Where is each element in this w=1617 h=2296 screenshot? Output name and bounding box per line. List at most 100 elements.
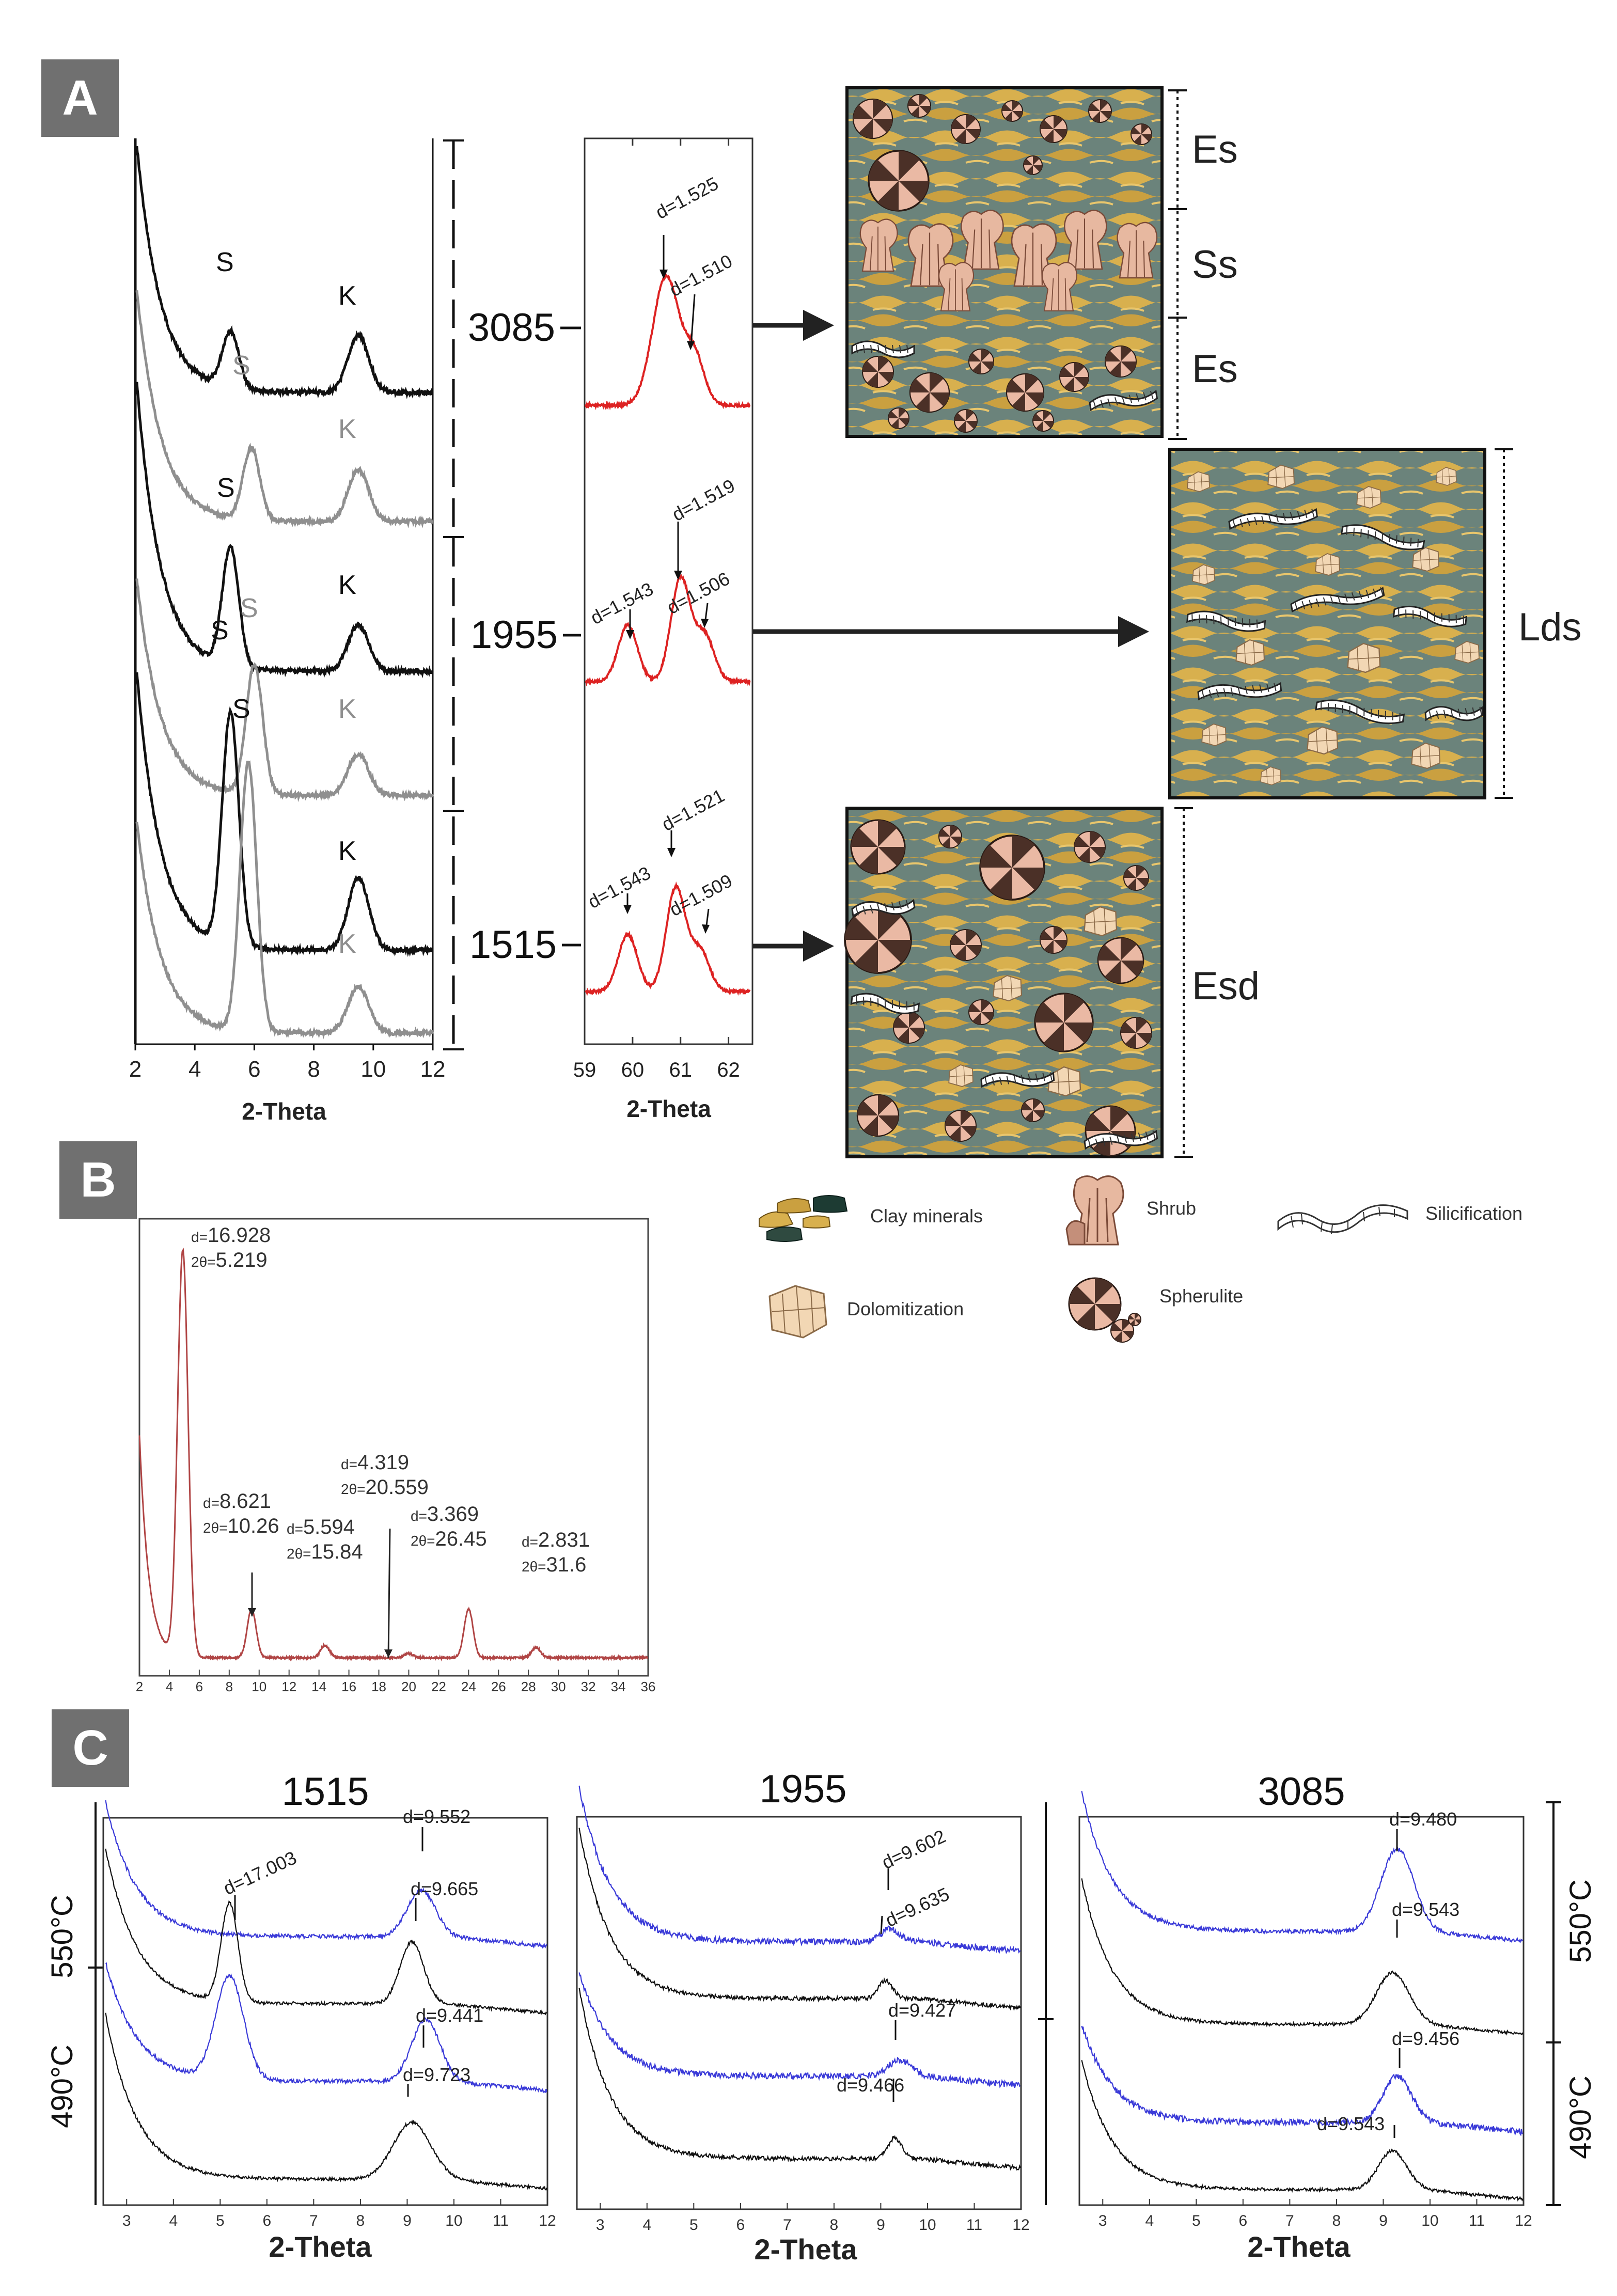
spherulite (1128, 1313, 1141, 1326)
dolomite-crystal (1187, 471, 1210, 492)
d-annotation: d=9.543 (1317, 2113, 1385, 2134)
spherulite (968, 999, 994, 1025)
silicification-band (1315, 699, 1405, 725)
annotation-arrow (690, 294, 696, 347)
panel-c-ticks: 3 4 5 6 7 8 9 10 11 12 3 4 5 6 7 8 9 10 11 12 3 4 5 6 7 8 9 10 11 12 (122, 2199, 1532, 2234)
silicification-band (1290, 587, 1385, 613)
d-annotation: d=9.480 (1389, 1809, 1457, 1830)
d-annotation: d=1.521 (658, 784, 728, 835)
x-tick-label: 6 (262, 2212, 271, 2229)
dolomite-crystal (1356, 486, 1381, 509)
subplot-trace-1515 (105, 1800, 547, 1949)
spherulite (856, 1094, 900, 1137)
peak-label-s: S (232, 351, 250, 381)
subplot-trace-1955 (578, 1785, 1021, 1954)
spherulite (850, 819, 906, 875)
peak-label-s: S (211, 616, 229, 646)
peak-d-label: d=16.928 (191, 1224, 271, 1247)
xrd-left-trace (135, 290, 433, 529)
peak-label-s: S (217, 473, 235, 503)
x-tick-label: 11 (493, 2212, 509, 2229)
xrd-mid-trace (585, 574, 751, 687)
silicification-band (1197, 682, 1282, 701)
peak-label-s: S (240, 593, 258, 623)
subplot-title-1955: 1955 (759, 1767, 846, 1811)
panel-c-badge: C (52, 1709, 129, 1787)
x-tick-label: 12 (539, 2212, 556, 2229)
silicification-band (851, 899, 916, 918)
arrow-head (626, 630, 634, 639)
facies-arrow-head (1118, 616, 1149, 647)
annotation-arrow (387, 1528, 391, 1658)
x-tick-label: 4 (642, 2216, 651, 2234)
spherulite (954, 409, 978, 433)
legend-label-spherulite: Spherulite (1159, 1285, 1244, 1307)
xrd-left-trace (135, 672, 433, 957)
spherulite (844, 906, 912, 974)
x-tick-label: 22 (431, 1679, 446, 1694)
peak-label-s: S (216, 247, 234, 277)
peak-label-k: K (338, 570, 356, 600)
peak-d-label: d=2.831 (522, 1529, 590, 1551)
peak-2theta-label: 2θ=5.219 (191, 1249, 268, 1271)
panel-b-ticks: 2 4 6 8 10 12 14 16 18 20 22 24 26 28 30 32 34 36 (136, 1670, 656, 1694)
spherulite (909, 372, 950, 413)
peak-label-k: K (338, 694, 356, 724)
x-tick-label: 8 (830, 2216, 839, 2234)
facies-arrow-head (803, 931, 834, 962)
shrub (1063, 210, 1107, 270)
dolomite-crystal (1047, 1066, 1081, 1097)
spherulite (1097, 937, 1144, 984)
legend-item-spherulite: Spherulite (1066, 1273, 1243, 1350)
spherulite (862, 356, 894, 388)
silicification-band (851, 340, 915, 358)
x-tick-label: 36 (641, 1679, 656, 1694)
arrow-head (623, 905, 632, 914)
dolomite-crystal (948, 1064, 974, 1087)
x-tick-label: 12 (1012, 2216, 1029, 2234)
legend-label-dolomitization: Dolomitization (847, 1298, 964, 1319)
silicification-band (1089, 389, 1158, 412)
d-annotation: d=1.506 (664, 568, 733, 618)
dolomite-crystal (1315, 553, 1340, 576)
x-tick-label: 18 (371, 1679, 386, 1694)
peak-2theta-label: 2θ=10.26 (203, 1515, 279, 1537)
spherulite (1074, 831, 1106, 863)
subplot-frame-1955 (576, 1816, 1022, 2210)
spherulite (893, 1012, 925, 1044)
spherulite (945, 1110, 977, 1142)
x-tick-label: 6 (736, 2216, 745, 2234)
facies-label-es: Es (1192, 347, 1238, 391)
peak-d-label: d=8.621 (203, 1490, 271, 1513)
subplot-trace-1955 (578, 1988, 1021, 2171)
peak-label-k: K (338, 929, 356, 959)
panel-a-svg: 2 4 6 8 10 12 S K S K S K S S S K K K 2-Theta… (129, 86, 1582, 1158)
x-tick-label: 8 (1332, 2212, 1341, 2229)
x-tick-label: 10 (252, 1679, 266, 1694)
legend-label-clay: Clay minerals (870, 1205, 983, 1226)
xrd-left-traces (135, 146, 434, 1040)
peak-label-k: K (338, 281, 356, 311)
xrd-mid-frame (584, 137, 753, 1045)
xrd-mid-ticks: 59 60 61 62 (573, 138, 740, 1081)
panel-b-line (138, 1247, 649, 1662)
arrow-head (384, 1649, 393, 1658)
spherulite (1032, 410, 1054, 432)
facies-arrow-head (803, 310, 834, 341)
panel-c-traces (105, 1785, 1524, 2202)
panel-b-frame (138, 1218, 649, 1677)
spherulite (1120, 1017, 1152, 1049)
spherulite (1034, 993, 1094, 1052)
peak-d-label: d=5.594 (287, 1516, 355, 1538)
x-tick-label: 6 (1238, 2212, 1247, 2229)
d-annotation: d=1.509 (666, 870, 736, 920)
x-tick-label: 4 (1145, 2212, 1154, 2229)
x-tick-label: 4 (166, 1679, 173, 1694)
d-annotation: d=17.003 (220, 1847, 300, 1899)
spherulite (868, 150, 930, 212)
d-annotation: d=9.543 (1392, 1899, 1459, 1920)
spherulite (950, 929, 982, 961)
spherulite (907, 94, 931, 118)
depth-label-1955: 1955 (470, 613, 558, 657)
